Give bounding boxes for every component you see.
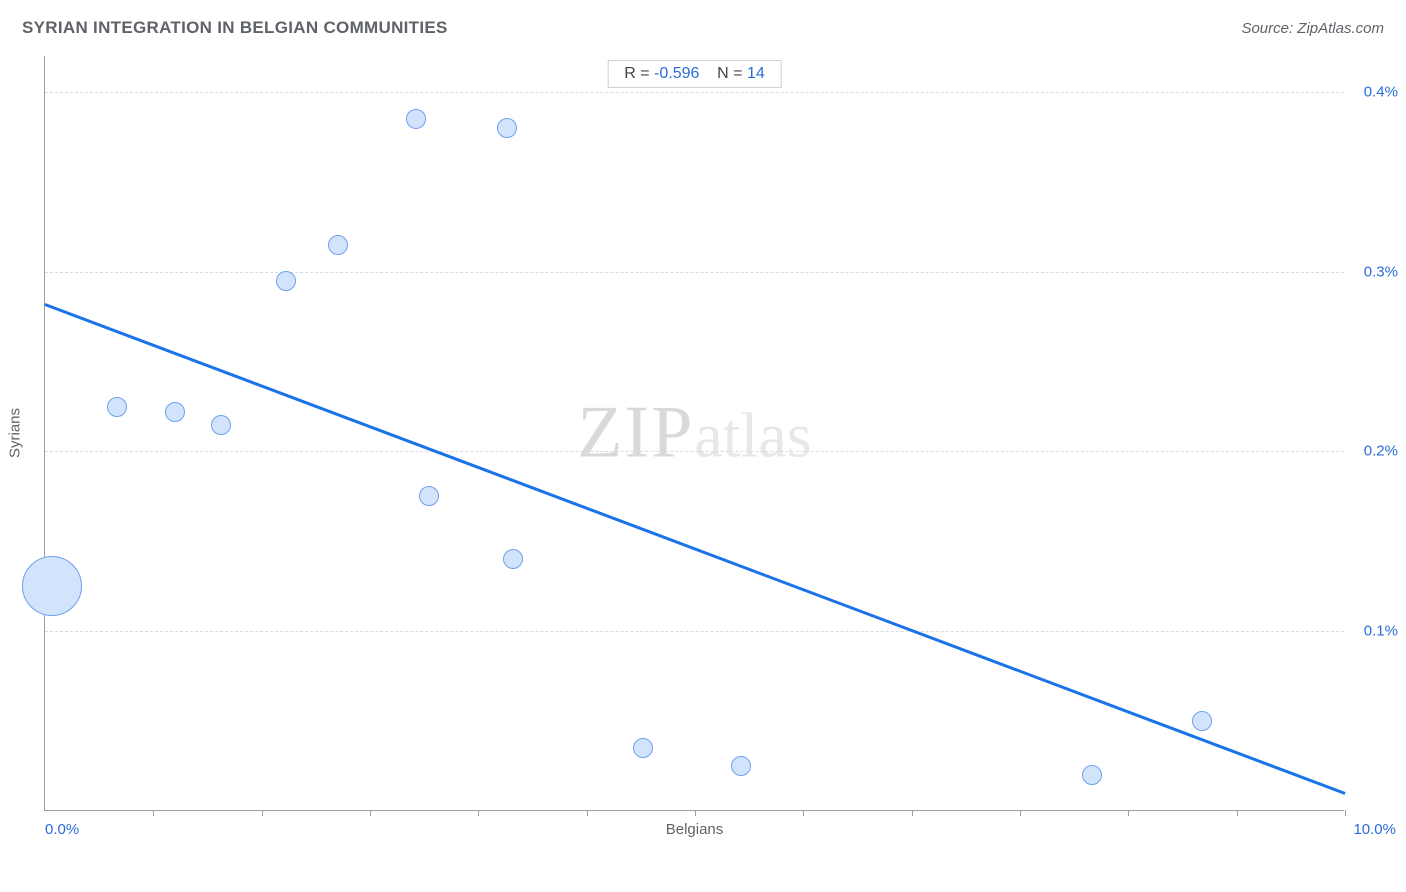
scatter-point bbox=[1082, 765, 1102, 785]
x-tick bbox=[370, 810, 371, 816]
trend-line bbox=[44, 303, 1345, 795]
scatter-point bbox=[503, 549, 523, 569]
y-axis-label: Syrians bbox=[7, 408, 24, 458]
scatter-point bbox=[22, 556, 82, 616]
chart-title: SYRIAN INTEGRATION IN BELGIAN COMMUNITIE… bbox=[22, 18, 448, 38]
x-tick bbox=[1128, 810, 1129, 816]
y-tick-label: 0.2% bbox=[1350, 443, 1398, 460]
stats-r-label: R = bbox=[624, 65, 654, 82]
scatter-point bbox=[276, 271, 296, 291]
x-tick bbox=[262, 810, 263, 816]
x-axis-max: 10.0% bbox=[1353, 821, 1396, 838]
x-tick bbox=[587, 810, 588, 816]
x-tick bbox=[1345, 810, 1346, 816]
x-tick bbox=[153, 810, 154, 816]
gridline bbox=[45, 92, 1344, 93]
scatter-point bbox=[328, 235, 348, 255]
scatter-point bbox=[419, 486, 439, 506]
y-tick-label: 0.3% bbox=[1350, 263, 1398, 280]
stats-box: R = -0.596 N = 14 bbox=[607, 60, 782, 88]
y-tick-label: 0.4% bbox=[1350, 83, 1398, 100]
chart-header: SYRIAN INTEGRATION IN BELGIAN COMMUNITIE… bbox=[22, 18, 1384, 38]
x-tick bbox=[695, 810, 696, 816]
scatter-point bbox=[165, 402, 185, 422]
x-axis-min: 0.0% bbox=[45, 821, 79, 838]
x-axis-label: Belgians bbox=[666, 821, 724, 838]
x-tick bbox=[1020, 810, 1021, 816]
watermark-prefix: ZIP bbox=[577, 392, 694, 474]
scatter-point bbox=[731, 756, 751, 776]
scatter-point bbox=[211, 415, 231, 435]
chart-source: Source: ZipAtlas.com bbox=[1241, 20, 1384, 37]
x-tick bbox=[478, 810, 479, 816]
scatter-point bbox=[633, 738, 653, 758]
stats-n-label: N = bbox=[717, 65, 747, 82]
scatter-point bbox=[1192, 711, 1212, 731]
stats-n-value: 14 bbox=[747, 65, 765, 82]
scatter-point bbox=[107, 397, 127, 417]
gridline bbox=[45, 631, 1344, 632]
scatter-point bbox=[406, 109, 426, 129]
gridline bbox=[45, 451, 1344, 452]
gridline bbox=[45, 272, 1344, 273]
scatter-plot: ZIPatlas R = -0.596 N = 14 Syrians Belgi… bbox=[44, 56, 1344, 811]
scatter-point bbox=[497, 118, 517, 138]
y-tick-label: 0.1% bbox=[1350, 623, 1398, 640]
x-tick bbox=[912, 810, 913, 816]
watermark: ZIPatlas bbox=[577, 391, 811, 476]
x-tick bbox=[1237, 810, 1238, 816]
stats-r-value: -0.596 bbox=[654, 65, 699, 82]
watermark-suffix: atlas bbox=[694, 400, 811, 471]
x-tick bbox=[803, 810, 804, 816]
